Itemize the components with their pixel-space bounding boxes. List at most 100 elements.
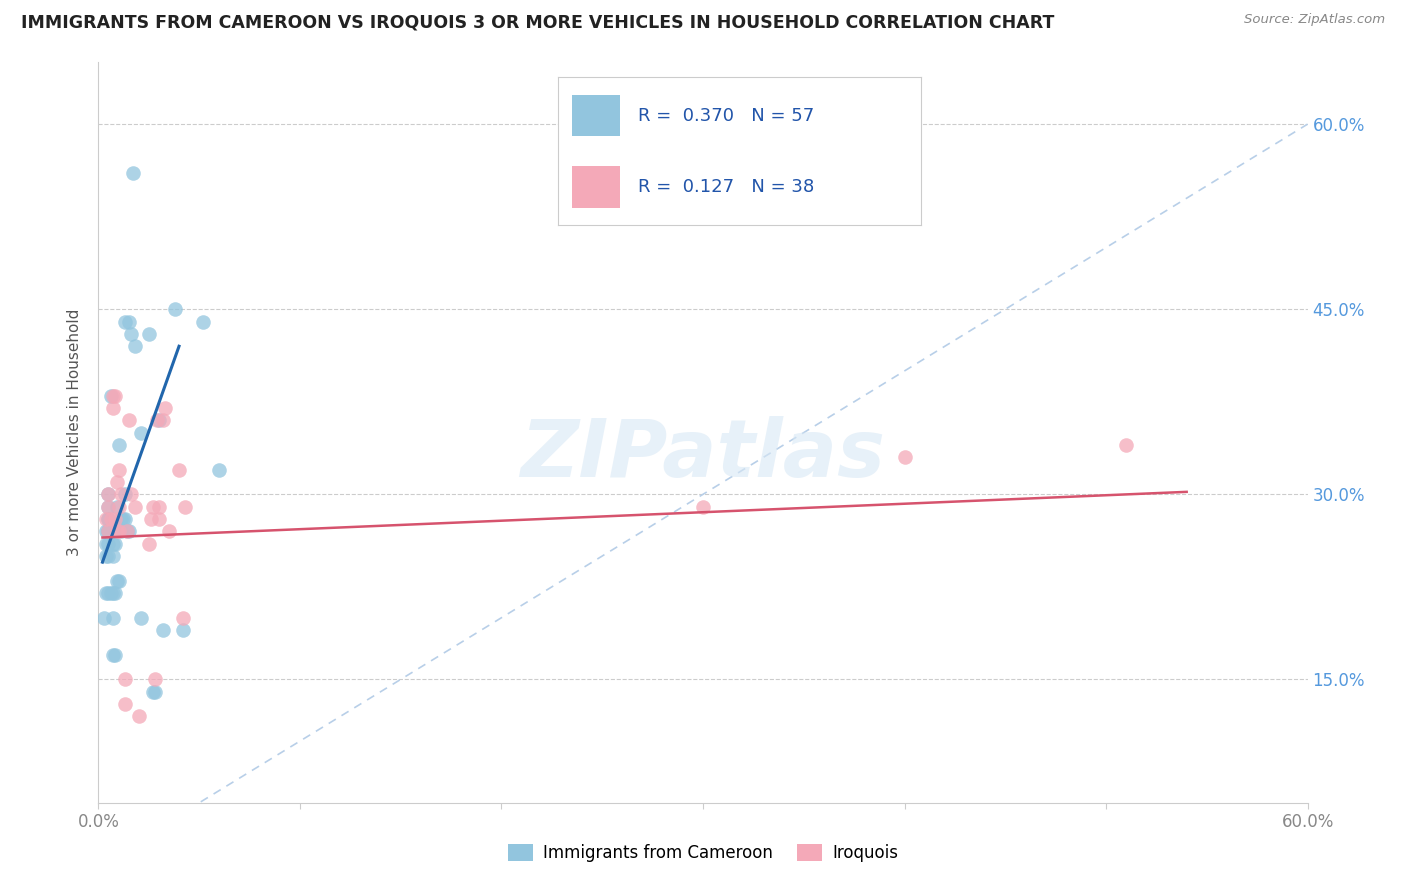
Point: [118, 413, 141, 427]
Point: [103, 512, 125, 526]
Point: [128, 709, 150, 723]
Point: [97, 500, 120, 514]
Point: [115, 524, 138, 539]
Point: [120, 487, 142, 501]
Point: [138, 326, 160, 341]
Point: [174, 500, 197, 514]
Point: [97, 586, 120, 600]
Point: [97, 512, 120, 526]
Point: [101, 524, 124, 539]
Point: [101, 536, 124, 550]
Point: [100, 586, 122, 600]
Y-axis label: 3 or more Vehicles in Household: 3 or more Vehicles in Household: [67, 309, 83, 557]
Point: [110, 512, 132, 526]
Point: [105, 475, 128, 489]
Point: [1115, 438, 1137, 452]
Point: [107, 574, 129, 588]
Point: [114, 314, 136, 328]
Point: [114, 673, 136, 687]
Point: [101, 524, 124, 539]
Point: [157, 524, 180, 539]
Point: [139, 512, 162, 526]
Point: [107, 462, 129, 476]
Point: [107, 438, 129, 452]
Point: [105, 500, 128, 514]
Point: [101, 586, 124, 600]
Point: [193, 314, 215, 328]
Point: [93, 610, 115, 624]
Point: [96, 536, 118, 550]
Point: [103, 536, 125, 550]
Point: [101, 524, 124, 539]
Point: [893, 450, 915, 465]
Point: [124, 339, 146, 353]
Text: IMMIGRANTS FROM CAMEROON VS IROQUOIS 3 OR MORE VEHICLES IN HOUSEHOLD CORRELATION: IMMIGRANTS FROM CAMEROON VS IROQUOIS 3 O…: [21, 13, 1054, 31]
Point: [143, 685, 166, 699]
Point: [103, 586, 125, 600]
Point: [120, 326, 142, 341]
Point: [100, 512, 122, 526]
Point: [163, 302, 186, 317]
Point: [103, 388, 125, 402]
Point: [103, 524, 125, 539]
Point: [148, 512, 170, 526]
Point: [143, 673, 166, 687]
Text: Source: ZipAtlas.com: Source: ZipAtlas.com: [1244, 13, 1385, 27]
Point: [96, 586, 118, 600]
Point: [96, 549, 118, 563]
Point: [97, 487, 120, 501]
Point: [110, 524, 132, 539]
Point: [105, 574, 128, 588]
Point: [148, 413, 170, 427]
Point: [152, 623, 174, 637]
Point: [101, 610, 124, 624]
Point: [208, 462, 231, 476]
Point: [101, 401, 124, 415]
Point: [129, 610, 152, 624]
Point: [153, 401, 176, 415]
Point: [97, 536, 120, 550]
Point: [114, 487, 136, 501]
Point: [115, 524, 138, 539]
Point: [101, 549, 124, 563]
Point: [148, 500, 170, 514]
Point: [121, 166, 143, 180]
Point: [97, 500, 120, 514]
Point: [107, 524, 129, 539]
Point: [101, 388, 124, 402]
Point: [142, 685, 165, 699]
Point: [111, 512, 134, 526]
Legend: Immigrants from Cameroon, Iroquois: Immigrants from Cameroon, Iroquois: [501, 837, 905, 869]
Point: [97, 524, 120, 539]
Point: [100, 388, 122, 402]
Point: [101, 648, 124, 662]
Point: [172, 623, 194, 637]
Point: [146, 413, 169, 427]
Point: [96, 512, 118, 526]
Point: [97, 512, 120, 526]
Point: [138, 536, 160, 550]
Point: [97, 549, 120, 563]
Point: [103, 648, 125, 662]
Point: [105, 524, 128, 539]
Point: [105, 524, 128, 539]
Point: [97, 524, 120, 539]
Point: [110, 487, 132, 501]
Point: [97, 524, 120, 539]
Point: [167, 462, 190, 476]
Point: [97, 487, 120, 501]
Point: [118, 524, 141, 539]
Text: ZIPatlas: ZIPatlas: [520, 416, 886, 494]
Point: [152, 413, 174, 427]
Point: [142, 500, 165, 514]
Point: [692, 500, 714, 514]
Point: [124, 500, 146, 514]
Point: [114, 697, 136, 711]
Point: [96, 524, 118, 539]
Point: [118, 314, 141, 328]
Point: [100, 524, 122, 539]
Point: [172, 610, 194, 624]
Point: [114, 512, 136, 526]
Point: [129, 425, 152, 440]
Point: [107, 500, 129, 514]
